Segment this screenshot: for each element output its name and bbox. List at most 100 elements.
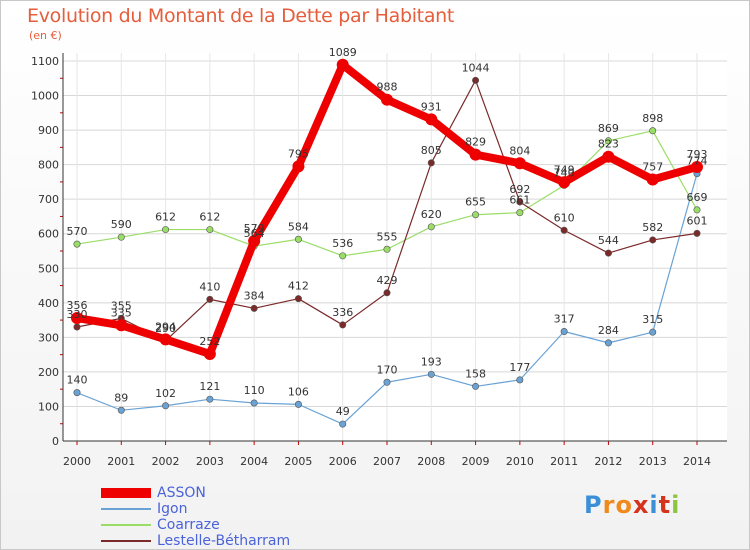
data-point: [250, 304, 258, 312]
data-label: 158: [465, 367, 486, 380]
data-point: [203, 347, 216, 360]
data-label: 612: [199, 211, 220, 224]
data-label: 355: [111, 299, 132, 312]
legend-swatch: [101, 508, 151, 510]
data-label: 140: [67, 374, 88, 387]
x-tick-label: 2004: [240, 455, 268, 468]
data-point: [425, 113, 438, 126]
y-tick-label: 200: [38, 366, 59, 379]
data-label: 988: [377, 81, 398, 94]
data-label: 544: [598, 234, 619, 247]
data-point: [294, 235, 302, 243]
data-label: 384: [244, 289, 265, 302]
y-tick-label: 0: [52, 435, 59, 448]
logo-letter: i: [671, 491, 681, 519]
data-point: [383, 378, 391, 386]
legend: ASSON Igon Coarraze Lestelle-Bétharram: [101, 485, 290, 549]
x-tick-label: 2008: [417, 455, 445, 468]
logo-letter: x: [632, 491, 650, 519]
data-label: 1089: [329, 46, 357, 59]
data-label: 284: [598, 324, 619, 337]
x-tick-label: 2005: [284, 455, 312, 468]
data-label: 805: [421, 144, 442, 157]
data-label: 429: [377, 274, 398, 287]
legend-item: ASSON: [101, 485, 290, 501]
data-label: 410: [199, 280, 220, 293]
data-point: [73, 389, 81, 397]
data-label: 612: [155, 211, 176, 224]
data-point: [469, 148, 482, 161]
y-tick-label: 1000: [31, 90, 59, 103]
legend-label: Igon: [157, 501, 188, 517]
data-point: [206, 395, 214, 403]
data-point: [513, 157, 526, 170]
data-label: 610: [554, 211, 575, 224]
data-label: 170: [377, 363, 398, 376]
logo-letter: r: [602, 491, 616, 519]
x-tick-label: 2013: [639, 455, 667, 468]
y-tick-label: 100: [38, 400, 59, 413]
data-point: [336, 58, 349, 71]
data-point: [427, 223, 435, 231]
data-point: [560, 226, 568, 234]
data-label: 582: [642, 221, 663, 234]
legend-label: Lestelle-Bétharram: [157, 533, 291, 549]
data-label: 555: [377, 230, 398, 243]
x-tick-label: 2014: [683, 455, 711, 468]
data-label: 356: [67, 299, 88, 312]
data-label: 590: [111, 218, 132, 231]
data-point: [383, 245, 391, 253]
data-label: 110: [244, 384, 265, 397]
data-point: [206, 295, 214, 303]
data-point: [383, 289, 391, 297]
legend-item: Lestelle-Bétharram: [101, 533, 290, 549]
logo-letter: t: [658, 491, 672, 519]
data-point: [162, 226, 170, 234]
data-point: [472, 76, 480, 84]
data-point: [649, 328, 657, 336]
data-point: [427, 370, 435, 378]
data-label: 177: [509, 361, 530, 374]
data-label: 330: [67, 308, 88, 321]
data-label: 106: [288, 385, 309, 398]
x-tick-label: 2009: [462, 455, 490, 468]
data-point: [649, 236, 657, 244]
plot-area: [63, 53, 727, 441]
x-tick-label: 2010: [506, 455, 534, 468]
data-label: 317: [554, 312, 575, 325]
legend-item: Coarraze: [101, 517, 290, 533]
x-tick-label: 2003: [196, 455, 224, 468]
data-point: [516, 209, 524, 217]
data-label: 252: [199, 335, 220, 348]
unit-label: (en €): [29, 29, 62, 42]
data-point: [250, 399, 258, 407]
data-label: 89: [114, 391, 128, 404]
data-label: 692: [509, 183, 530, 196]
y-tick-label: 400: [38, 297, 59, 310]
legend-swatch: [101, 540, 151, 542]
data-label: 290: [155, 322, 176, 335]
data-label: 335: [111, 306, 132, 319]
data-label: 669: [687, 191, 708, 204]
data-point: [206, 226, 214, 234]
legend-swatch: [101, 524, 151, 526]
legend-label: ASSON: [157, 485, 206, 501]
data-label: 102: [155, 387, 176, 400]
data-point: [472, 211, 480, 219]
y-tick-label: 600: [38, 228, 59, 241]
data-point: [73, 323, 81, 331]
data-label: 795: [288, 147, 309, 160]
data-point: [117, 233, 125, 241]
data-label: 898: [642, 112, 663, 125]
data-point: [339, 252, 347, 260]
data-point: [602, 150, 615, 163]
data-label: 804: [509, 144, 530, 157]
data-point: [71, 312, 83, 325]
data-point: [339, 420, 347, 428]
data-label: 536: [332, 237, 353, 250]
data-label: 869: [598, 122, 619, 135]
y-tick-label: 1100: [31, 55, 59, 68]
x-tick-label: 2002: [152, 455, 180, 468]
data-point: [115, 319, 128, 332]
